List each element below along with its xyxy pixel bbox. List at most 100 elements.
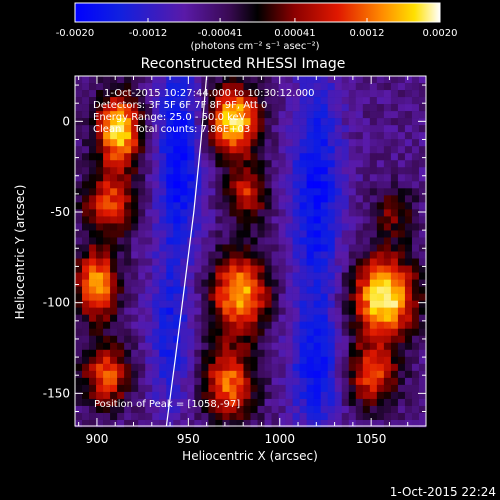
heatmap-cell <box>138 279 146 287</box>
heatmap-cell <box>145 132 153 140</box>
heatmap-cell <box>390 405 399 414</box>
heatmap-cell <box>376 293 385 301</box>
heatmap-cell <box>208 272 216 280</box>
heatmap-cell <box>348 363 357 372</box>
heatmap-cell <box>306 125 314 133</box>
heatmap-cell <box>369 405 378 414</box>
heatmap-cell <box>222 272 230 280</box>
heatmap-cell <box>117 293 125 301</box>
heatmap-cell <box>222 181 230 189</box>
heatmap-cell <box>362 195 371 203</box>
heatmap-cell <box>229 398 237 407</box>
heatmap-cell <box>187 258 195 266</box>
heatmap-cell <box>173 405 181 414</box>
heatmap-cell <box>194 286 202 294</box>
heatmap-cell <box>390 209 399 217</box>
heatmap-cell <box>250 419 258 428</box>
heatmap-cell <box>278 188 286 196</box>
heatmap-cell <box>411 104 420 112</box>
heatmap-cell <box>124 328 132 337</box>
heatmap-cell <box>173 132 181 140</box>
heatmap-cell <box>180 244 188 252</box>
heatmap-cell <box>411 244 420 252</box>
heatmap-cell <box>369 307 378 315</box>
heatmap-cell <box>145 300 153 308</box>
heatmap-cell <box>222 398 230 407</box>
heatmap-cell <box>110 321 118 330</box>
heatmap-cell <box>397 377 406 386</box>
heatmap-cell <box>397 335 406 344</box>
heatmap-cell <box>320 314 329 322</box>
heatmap-cell <box>299 167 307 175</box>
heatmap-cell <box>320 370 329 379</box>
heatmap-cell <box>348 349 357 358</box>
heatmap-cell <box>292 202 300 210</box>
heatmap-cell <box>180 398 188 407</box>
heatmap-cell <box>152 370 160 379</box>
heatmap-cell <box>173 174 181 182</box>
heatmap-cell <box>404 286 413 294</box>
heatmap-cell <box>103 83 111 91</box>
heatmap-cell <box>159 195 167 203</box>
heatmap-cell <box>187 300 195 308</box>
heatmap-cell <box>404 314 413 322</box>
heatmap-cell <box>117 237 125 245</box>
heatmap-cell <box>299 258 307 266</box>
heatmap-cell <box>110 167 118 175</box>
heatmap-cell <box>145 391 153 400</box>
heatmap-cell <box>397 181 406 189</box>
heatmap-cell <box>320 90 329 98</box>
heatmap-cell <box>334 132 343 140</box>
heatmap-cell <box>369 118 378 126</box>
heatmap-cell <box>341 265 350 273</box>
heatmap-cell <box>250 328 258 337</box>
heatmap-cell <box>376 188 385 196</box>
heatmap-cell <box>327 76 336 84</box>
heatmap-cell <box>348 202 357 210</box>
heatmap-cell <box>418 76 427 84</box>
heatmap-cell <box>145 251 153 259</box>
heatmap-cell <box>348 139 357 147</box>
heatmap-cell <box>306 174 314 182</box>
heatmap-cell <box>404 370 413 379</box>
heatmap-cell <box>292 139 300 147</box>
heatmap-cell <box>166 307 174 315</box>
heatmap-cell <box>264 139 272 147</box>
heatmap-cell <box>215 419 223 428</box>
heatmap-cell <box>397 132 406 140</box>
heatmap-cell <box>292 153 300 161</box>
heatmap-cell <box>369 384 378 393</box>
heatmap-cell <box>278 412 286 421</box>
heatmap-cell <box>82 300 90 308</box>
heatmap-cell <box>89 118 97 126</box>
heatmap-cell <box>306 167 314 175</box>
heatmap-cell <box>110 153 118 161</box>
heatmap-cell <box>404 230 413 238</box>
heatmap-cell <box>250 286 258 294</box>
heatmap-cell <box>341 237 350 245</box>
heatmap-cell <box>166 279 174 287</box>
heatmap-cell <box>103 370 111 379</box>
heatmap-cell <box>110 202 118 210</box>
heatmap-cell <box>103 97 111 105</box>
heatmap-cell <box>180 111 188 119</box>
heatmap-cell <box>222 160 230 168</box>
heatmap-cell <box>299 363 307 372</box>
heatmap-cell <box>89 356 97 365</box>
heatmap-cell <box>306 139 314 147</box>
heatmap-cell <box>327 111 336 119</box>
heatmap-cell <box>362 272 371 280</box>
heatmap-cell <box>390 125 399 133</box>
heatmap-cell <box>208 258 216 266</box>
heatmap-cell <box>201 83 209 91</box>
heatmap-cell <box>243 356 251 365</box>
heatmap-cell <box>404 328 413 337</box>
heatmap-cell <box>355 209 364 217</box>
heatmap-cell <box>138 419 146 428</box>
heatmap-cell <box>243 293 251 301</box>
heatmap-cell <box>166 174 174 182</box>
heatmap-cell <box>180 160 188 168</box>
heatmap-cell <box>390 300 399 308</box>
heatmap-cell <box>166 258 174 266</box>
heatmap-cell <box>306 286 314 294</box>
